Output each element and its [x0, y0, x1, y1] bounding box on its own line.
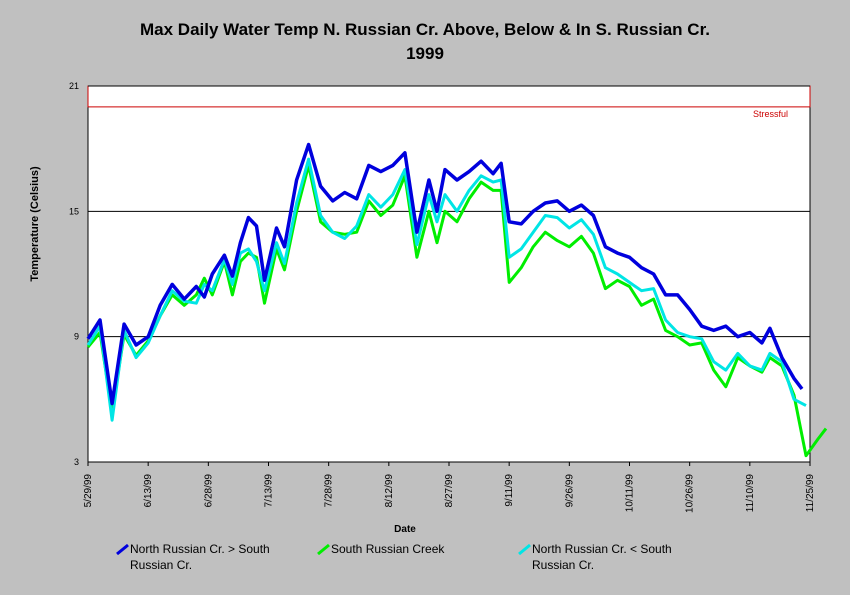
chart-title: Max Daily Water Temp N. Russian Cr. Abov… — [140, 20, 710, 39]
y-axis-label: Temperature (Celsius) — [29, 166, 41, 282]
x-tick-label: 6/13/99 — [143, 474, 154, 508]
x-tick-label: 8/27/99 — [444, 474, 455, 508]
x-tick-label: 11/10/99 — [745, 474, 756, 513]
x-tick-label: 10/26/99 — [685, 474, 696, 513]
x-tick-label: 10/11/99 — [625, 474, 636, 513]
legend-label-north-below: North Russian Cr. < South Russian Cr. — [532, 542, 672, 572]
legend-label-north-above: North Russian Cr. > South Russian Cr. — [130, 542, 270, 572]
x-tick-label: 7/13/99 — [264, 474, 275, 508]
x-tick-label: 9/26/99 — [564, 474, 575, 508]
legend-swatch-north-below — [518, 543, 532, 555]
legend-swatch-south — [317, 543, 331, 555]
y-tick-label: 3 — [74, 457, 79, 467]
y-tick-label: 21 — [69, 81, 79, 91]
x-axis-label: Date — [394, 524, 416, 535]
x-tick-label: 7/28/99 — [324, 474, 335, 508]
x-tick-label: 9/11/99 — [504, 474, 515, 507]
series-line-1 — [86, 163, 828, 458]
x-tick-label: 11/25/99 — [805, 474, 816, 513]
legend-label-south: South Russian Creek — [331, 542, 445, 556]
y-tick-label: 9 — [74, 332, 79, 342]
legend-swatch-north-above — [116, 543, 130, 555]
chart-subtitle: 1999 — [406, 44, 444, 63]
plot-area — [87, 85, 811, 463]
x-tick-label: 8/12/99 — [384, 474, 395, 508]
series-line-2 — [86, 157, 807, 422]
series-line-0 — [86, 142, 804, 406]
stressful-label: Stressful — [753, 109, 788, 119]
x-tick-label: 6/28/99 — [203, 474, 214, 508]
x-tick-label: 5/29/99 — [83, 474, 94, 508]
y-tick-label: 15 — [69, 206, 79, 216]
